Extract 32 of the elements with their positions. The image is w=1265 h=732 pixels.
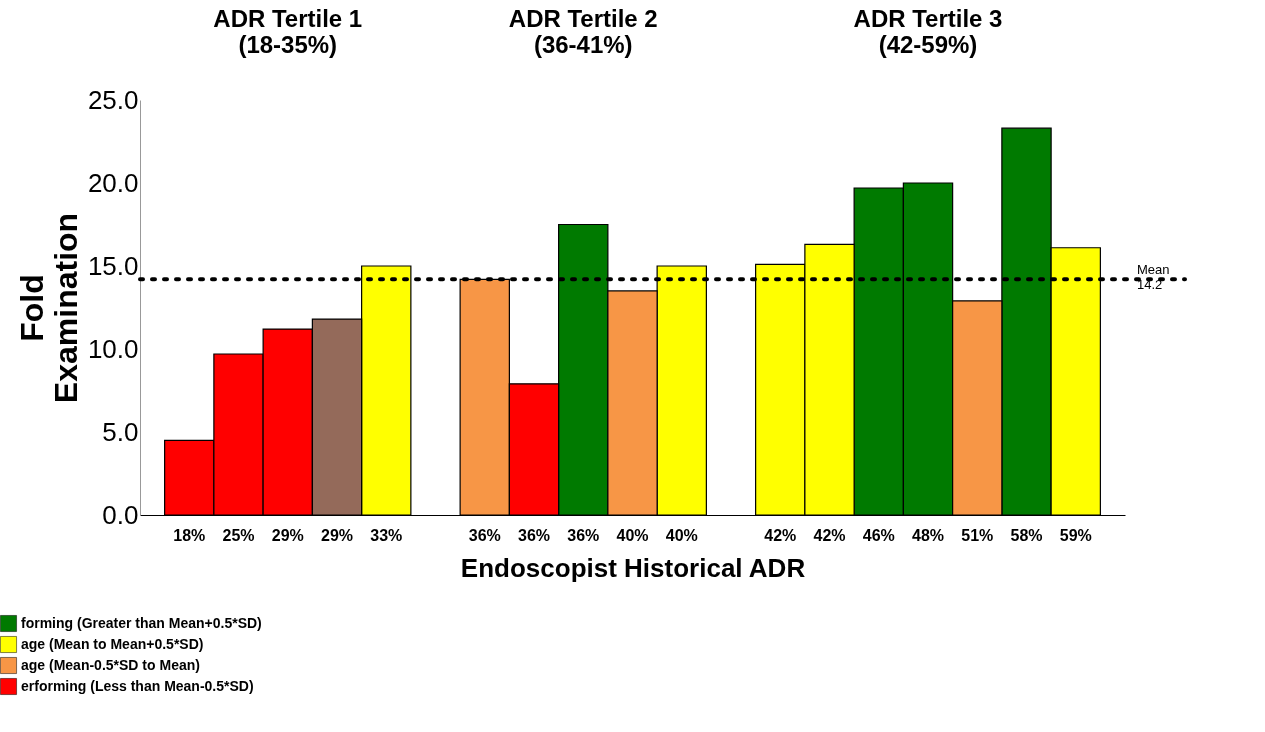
x-tick-label: 29% [320, 526, 354, 544]
legend-label: age (Mean to Mean+0.5*SD) [21, 635, 204, 652]
y-tick-label: 5.0 [102, 416, 139, 447]
legend-label: erforming (Less than Mean-0.5*SD) [21, 677, 254, 694]
y-tick-label: 10.0 [87, 333, 139, 364]
y-tick-label: 20.0 [87, 167, 139, 198]
x-tick-label: 18% [173, 526, 206, 544]
y-tick-label: 25.0 [87, 84, 139, 115]
text: ADR Tertile 3 (42-59%) [853, 5, 1003, 58]
x-tick-label: 46% [862, 526, 895, 544]
text: ADR Tertile 2 (36-41%) [508, 5, 658, 58]
x-tick-label: 48% [911, 526, 945, 544]
x-tick-label: 36% [567, 526, 600, 544]
x-axis-title: Endoscopist Historical ADR [460, 552, 806, 583]
y-axis-title: Fold Examination [13, 212, 84, 404]
x-tick-label: 33% [370, 526, 403, 544]
x-tick-label: 42% [813, 526, 846, 544]
y-tick-label: 15.0 [87, 250, 139, 281]
text: ADR Tertile 1 (18-35%) [213, 5, 363, 58]
x-tick-label: 58% [1010, 526, 1043, 544]
x-tick-label: 25% [222, 526, 255, 544]
x-tick-label: 40% [665, 526, 698, 544]
x-tick-label: 40% [616, 526, 649, 544]
x-tick-label: 36% [468, 526, 501, 544]
y-tick-label: 0.0 [102, 499, 139, 530]
x-tick-label: 42% [764, 526, 797, 544]
legend-label: forming (Greater than Mean+0.5*SD) [21, 614, 262, 631]
x-tick-label: 29% [271, 526, 304, 544]
x-tick-label: 59% [1059, 526, 1092, 544]
x-tick-label: 36% [517, 526, 551, 544]
legend-label: age (Mean-0.5*SD to Mean) [21, 656, 200, 673]
x-tick-label: 51% [961, 526, 994, 544]
